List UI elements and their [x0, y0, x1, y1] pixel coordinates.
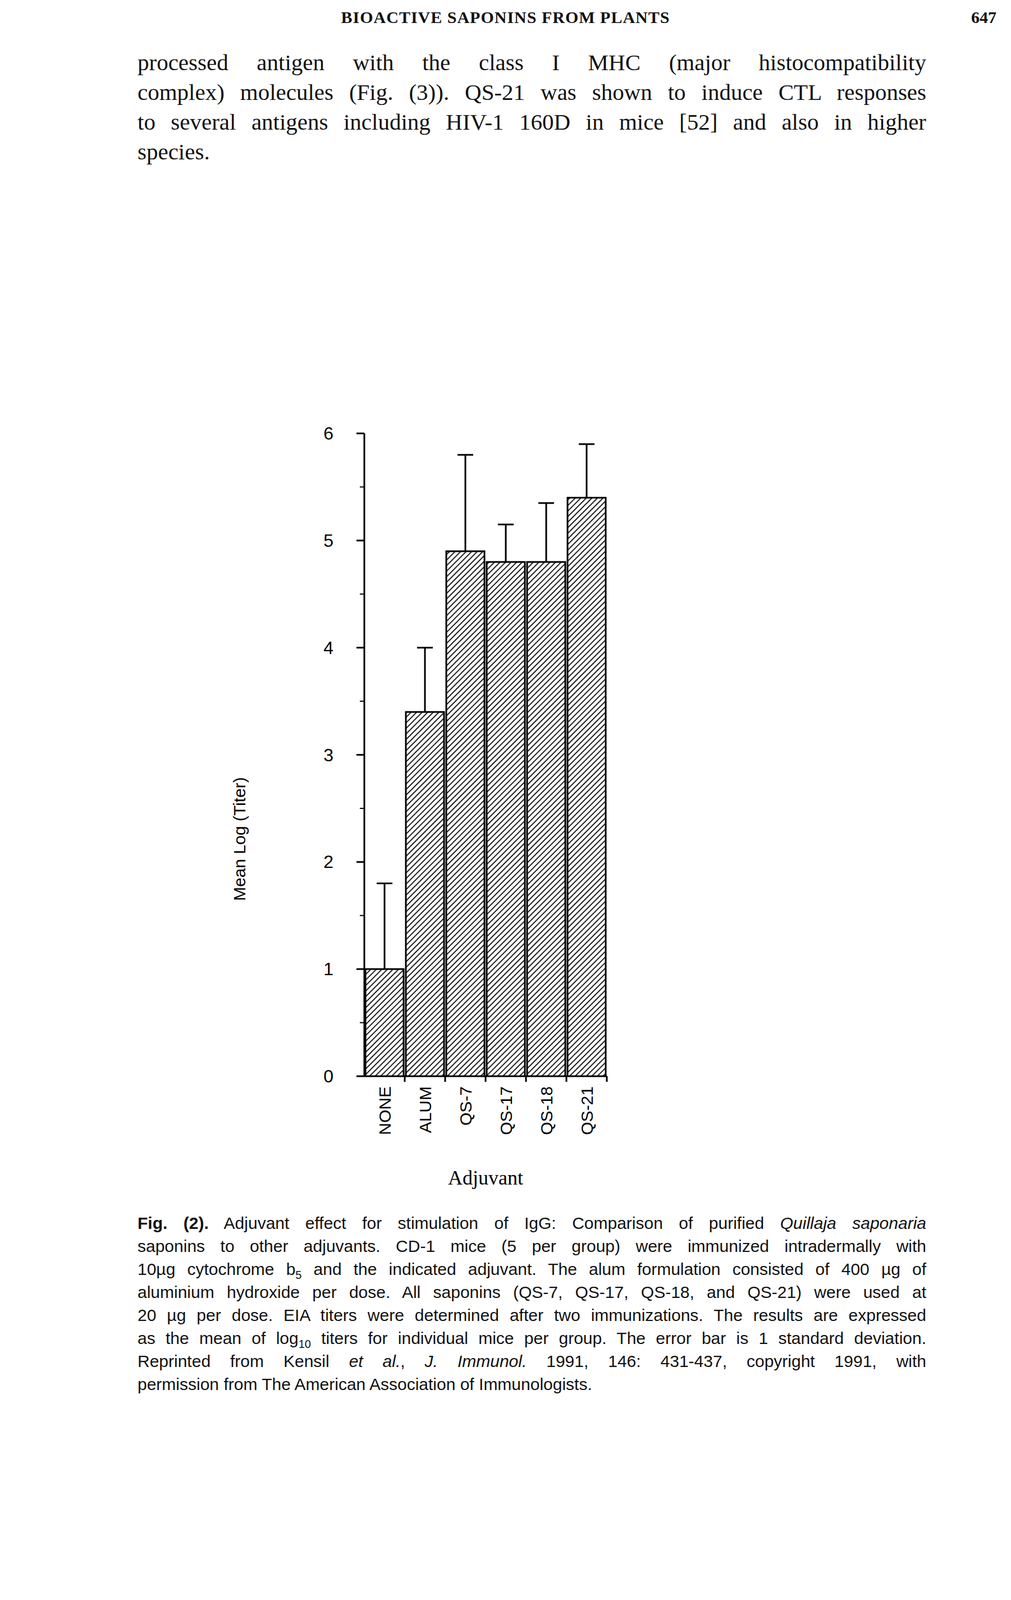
caption-run: saponins to other adjuvants. CD-1 mice (…	[137, 1236, 927, 1256]
x-tick-label: NONE	[375, 1086, 395, 1136]
page-number: 647	[943, 7, 997, 27]
caption-run: 1991, 146: 431-437, copyright 1991, with	[526, 1351, 927, 1371]
caption-run: titers for individual mice per group. Th…	[310, 1328, 927, 1348]
error-cap	[457, 454, 474, 456]
y-tick	[356, 753, 365, 756]
error-stem	[383, 883, 386, 970]
caption-run: 10	[298, 1337, 311, 1351]
y-tick-label: 6	[323, 423, 334, 444]
x-tick	[565, 1076, 568, 1082]
error-cap	[417, 646, 433, 649]
x-tick-label: QS-7	[456, 1086, 475, 1126]
caption-line: 10µg cytochrome b5 and the indicated adj…	[137, 1258, 927, 1280]
caption-line: as the mean of log10 titers for individu…	[137, 1327, 927, 1349]
bars	[365, 444, 606, 1077]
y-minor-tick	[359, 486, 365, 488]
bar	[567, 497, 606, 1077]
x-tick-label: ALUM	[415, 1086, 435, 1133]
y-minor-tick	[359, 915, 365, 917]
body-text-line: to several antigens including HIV-1 160D…	[137, 107, 927, 136]
error-cap	[538, 502, 555, 505]
y-tick-label: 1	[323, 958, 334, 980]
caption-line: saponins to other adjuvants. CD-1 mice (…	[137, 1235, 927, 1257]
caption-run: as the mean of log	[137, 1328, 299, 1348]
error-bar	[497, 524, 514, 562]
y-tick	[356, 1075, 365, 1078]
y-tick	[356, 432, 365, 435]
running-header: BIOACTIVE SAPONINS FROM PLANTS	[0, 7, 1011, 27]
error-stem	[545, 502, 548, 562]
bar	[486, 561, 525, 1077]
caption-run: et al.	[349, 1351, 401, 1371]
error-bar	[578, 444, 595, 498]
x-axis-title: Adjuvant	[447, 1166, 524, 1189]
y-tick	[356, 861, 365, 863]
caption-line: 20 µg per dose. EIA titers were determin…	[137, 1304, 927, 1326]
caption-run: aluminium hydroxide per dose. All saponi…	[137, 1282, 927, 1302]
error-bar	[417, 647, 433, 713]
error-stem	[586, 444, 588, 498]
y-tick-label: 5	[323, 530, 334, 551]
caption-run: Reprinted from Kensil	[137, 1351, 350, 1371]
caption-line: permission from The American Association…	[137, 1373, 927, 1395]
caption-run: Quillaja saponaria	[780, 1213, 927, 1233]
x-tick	[485, 1076, 487, 1082]
y-tick-label: 0	[323, 1066, 334, 1087]
caption-line: aluminium hydroxide per dose. All saponi…	[137, 1281, 927, 1303]
error-stem	[505, 524, 507, 562]
y-tick-label: 2	[323, 851, 334, 872]
x-tick	[404, 1076, 406, 1082]
bar	[527, 561, 566, 1077]
y-tick	[356, 968, 365, 971]
error-cap	[497, 523, 514, 526]
caption-run: and the indicated adjuvant. The alum for…	[301, 1259, 927, 1279]
bar	[446, 551, 485, 1077]
y-tick	[356, 539, 365, 542]
chart: 0 1 2 3 4 5 6 NONE ALUM QS-7 QS-17 QS-18 QS-21 Adjuva…	[0, 0, 1011, 1207]
y-tick	[356, 646, 365, 649]
caption-run: Fig. (2).	[137, 1213, 209, 1233]
y-minor-tick	[359, 807, 365, 809]
y-minor-tick	[359, 1022, 365, 1024]
body-text-line: processed antigen with the class I MHC (…	[137, 48, 927, 77]
caption-line: Fig. (2). Adjuvant effect for stimulatio…	[137, 1212, 927, 1234]
y-axis-title: Mean Log (Titer)	[230, 776, 249, 901]
error-bar	[538, 502, 555, 562]
x-tick-label: QS-18	[537, 1086, 556, 1136]
body-text-line: complex) molecules (Fig. (3)). QS-21 was…	[137, 78, 927, 107]
error-bar	[376, 883, 393, 970]
caption-run: 20 µg per dose. EIA titers were determin…	[137, 1305, 927, 1325]
bar	[405, 711, 445, 1077]
error-cap	[376, 882, 393, 885]
error-cap	[578, 443, 595, 446]
x-tick-label: QS-17	[496, 1086, 516, 1136]
error-stem	[464, 454, 467, 552]
y-minor-tick	[359, 593, 365, 595]
x-tick	[606, 1076, 608, 1082]
caption-run: permission from The American Association…	[137, 1374, 593, 1394]
bar	[365, 968, 404, 1077]
x-tick	[525, 1076, 528, 1082]
caption-run: Adjuvant effect for stimulation of IgG: …	[208, 1213, 781, 1233]
x-tick	[444, 1076, 447, 1082]
caption-run: 10µg cytochrome b	[137, 1259, 296, 1279]
y-tick-label: 4	[323, 637, 334, 658]
y-minor-tick	[359, 700, 365, 702]
caption-run: J. Immunol.	[424, 1351, 528, 1371]
y-tick-label: 3	[323, 744, 334, 766]
body-text-line: species.	[137, 137, 927, 166]
error-stem	[424, 647, 427, 713]
x-tick-label: QS-21	[577, 1086, 597, 1136]
caption-run: 5	[295, 1268, 302, 1282]
caption-run: ,	[400, 1351, 425, 1371]
error-bar	[457, 454, 474, 552]
caption-line: Reprinted from Kensil et al., J. Immunol…	[137, 1350, 927, 1372]
